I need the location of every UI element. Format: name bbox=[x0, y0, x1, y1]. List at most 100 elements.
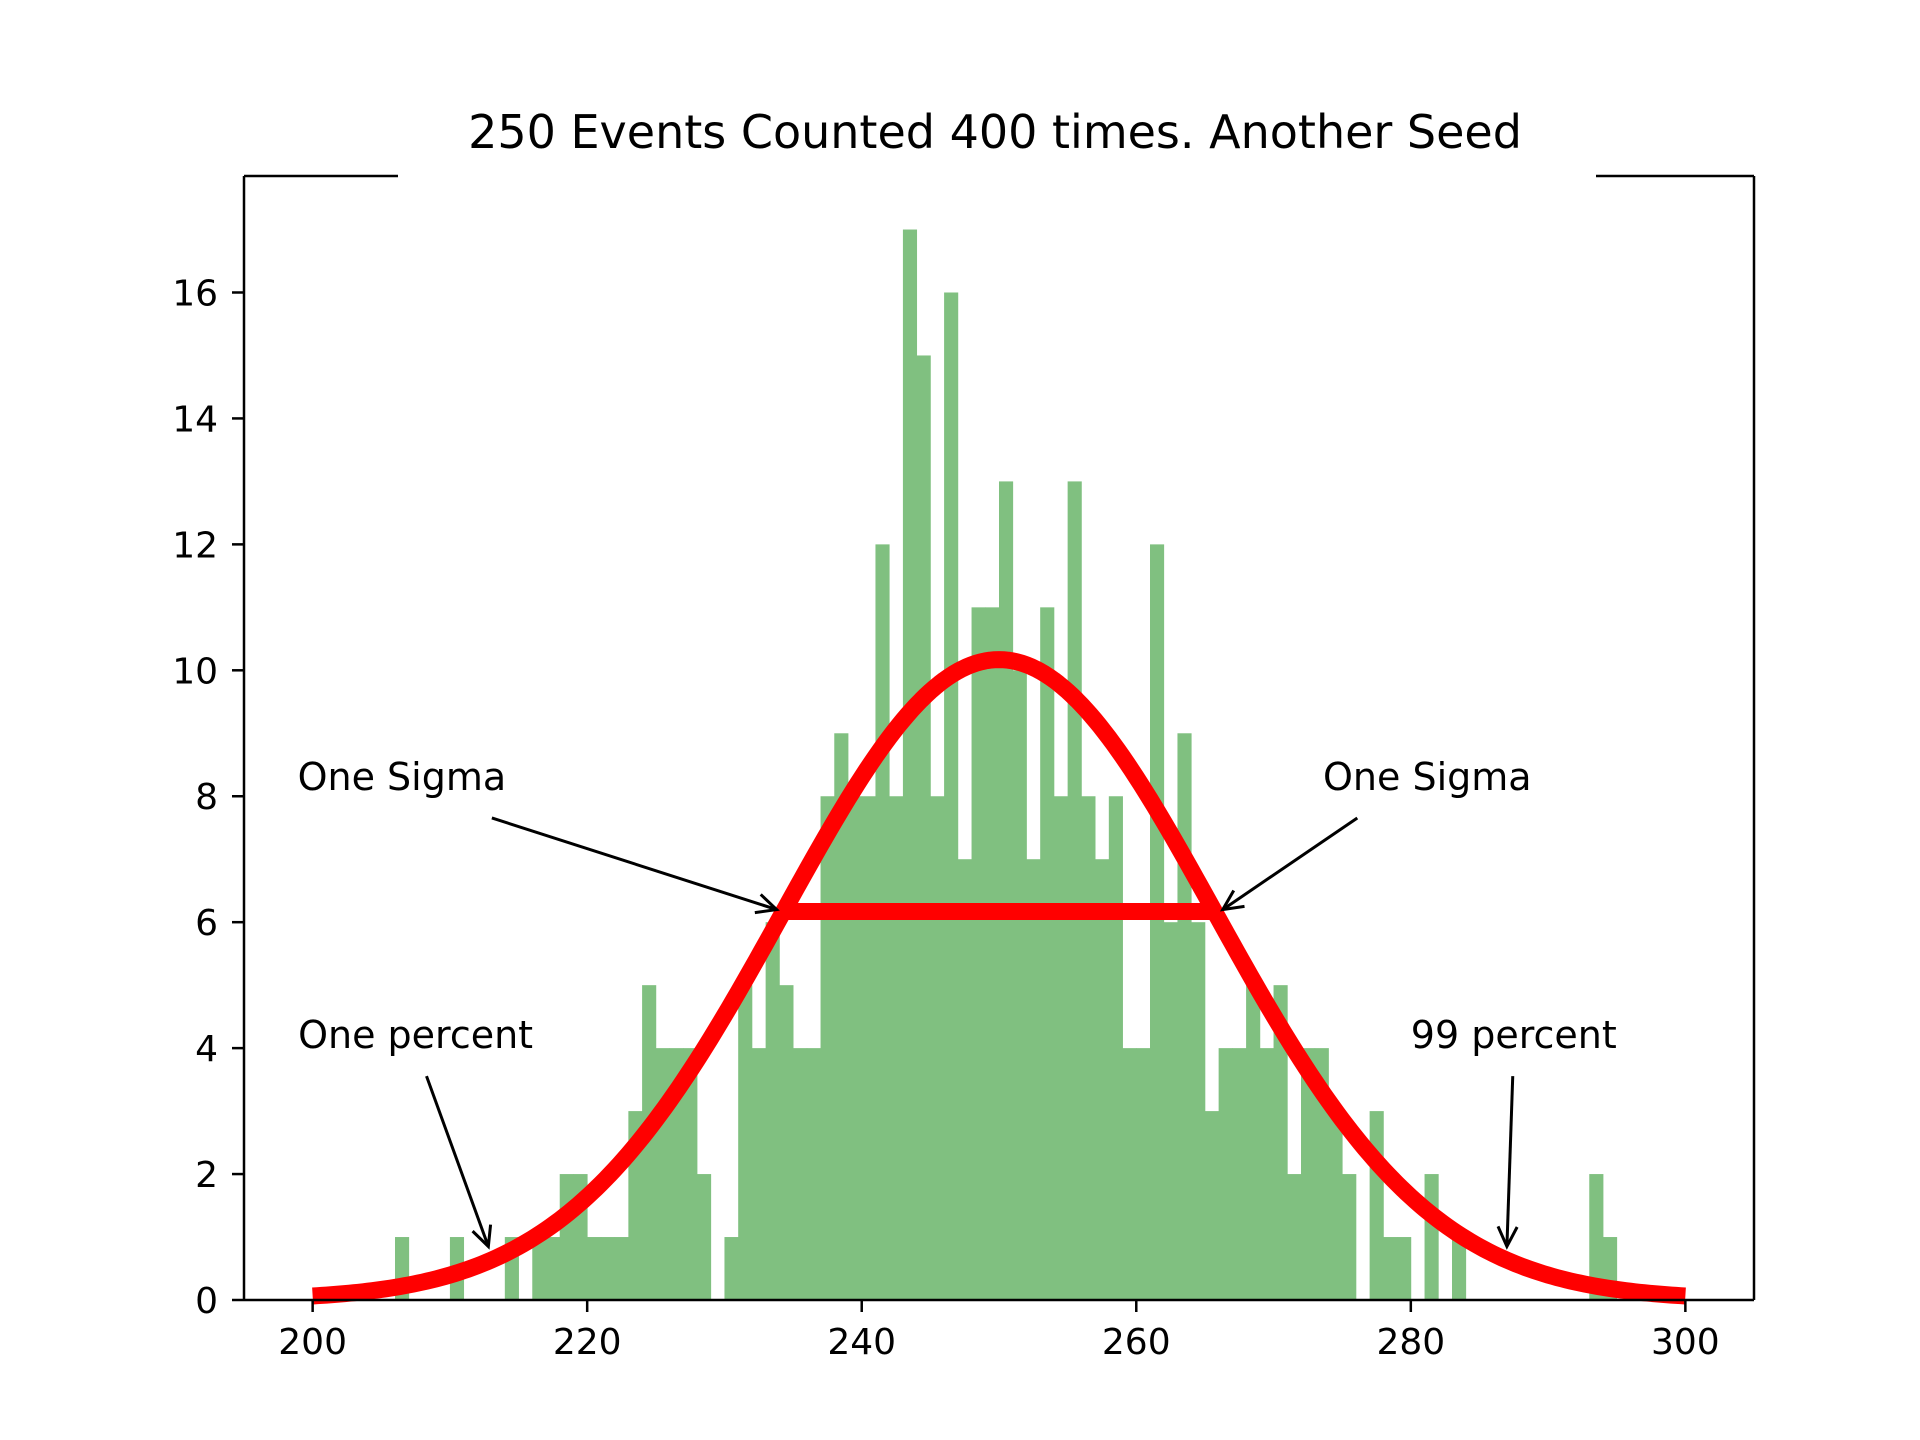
y-tick-label: 12 bbox=[172, 525, 218, 566]
histogram-bar bbox=[1232, 1048, 1247, 1300]
chart-title: 250 Events Counted 400 times. Another Se… bbox=[468, 105, 1522, 159]
histogram-bar bbox=[600, 1237, 616, 1300]
y-tick-label: 6 bbox=[195, 903, 218, 944]
histogram-bar bbox=[532, 1237, 547, 1300]
histogram-bar bbox=[971, 607, 986, 1300]
histogram-bar bbox=[1383, 1237, 1398, 1300]
histogram-bar bbox=[1163, 922, 1178, 1300]
annotation-arrow-line bbox=[1221, 816, 1359, 911]
histogram-bar bbox=[546, 1237, 561, 1300]
histogram-bar bbox=[765, 922, 780, 1300]
annotation: One Sigma bbox=[1219, 755, 1532, 912]
x-tick-label: 220 bbox=[553, 1322, 622, 1363]
histogram-bar bbox=[1369, 1111, 1384, 1300]
histogram-bar bbox=[1040, 607, 1055, 1300]
x-tick-label: 200 bbox=[278, 1322, 347, 1363]
histogram-bar bbox=[1026, 859, 1041, 1300]
histogram-bar bbox=[848, 796, 863, 1300]
histogram-bar bbox=[779, 985, 794, 1300]
histogram-bar bbox=[999, 481, 1014, 1300]
y-tick-label: 2 bbox=[195, 1155, 218, 1196]
histogram-bar bbox=[985, 607, 1000, 1300]
histogram-bar bbox=[669, 1048, 684, 1300]
histogram-bar bbox=[944, 292, 959, 1300]
x-tick-label: 240 bbox=[827, 1322, 896, 1363]
x-tick-label: 300 bbox=[1651, 1322, 1720, 1363]
annotation: 99 percent bbox=[1411, 1013, 1617, 1250]
histogram-bar bbox=[1191, 922, 1206, 1300]
histogram-bar bbox=[1424, 1174, 1439, 1300]
annotation-arrowhead bbox=[754, 893, 780, 915]
histogram-bar bbox=[683, 1048, 698, 1300]
histogram-bar bbox=[820, 796, 835, 1300]
annotation-label: 99 percent bbox=[1411, 1013, 1617, 1057]
annotation: One percent bbox=[298, 1013, 533, 1250]
y-tick-label: 16 bbox=[172, 273, 218, 314]
histogram-bar bbox=[902, 229, 918, 1300]
histogram-bar bbox=[1081, 796, 1096, 1300]
histogram-bar bbox=[875, 544, 890, 1300]
histogram-bar bbox=[697, 1174, 712, 1300]
y-tick-label: 10 bbox=[172, 651, 218, 692]
annotation-label: One Sigma bbox=[1323, 755, 1532, 799]
histogram-bar bbox=[642, 985, 657, 1300]
histogram-bars bbox=[395, 229, 1618, 1301]
histogram-bar bbox=[1246, 985, 1261, 1300]
histogram-bar bbox=[806, 1048, 821, 1300]
histogram-bar bbox=[1259, 1048, 1274, 1300]
histogram-bar bbox=[1273, 985, 1288, 1300]
annotation-arrow-line bbox=[1505, 1076, 1515, 1247]
annotation-arrowhead bbox=[471, 1224, 493, 1250]
histogram-bar bbox=[793, 1048, 808, 1300]
histogram-bar bbox=[1150, 544, 1165, 1300]
histogram-bar bbox=[559, 1174, 574, 1300]
histogram-bar bbox=[1177, 733, 1192, 1300]
x-tick-label: 280 bbox=[1376, 1322, 1445, 1363]
histogram-bar bbox=[1287, 1174, 1302, 1300]
histogram-bar bbox=[614, 1237, 629, 1300]
histogram-bar bbox=[1589, 1174, 1604, 1300]
histogram-bar bbox=[1204, 1111, 1220, 1300]
histogram-bar bbox=[1053, 796, 1069, 1300]
histogram-bar bbox=[655, 1048, 670, 1300]
annotation-arrow-line bbox=[425, 1075, 490, 1247]
histogram-bar bbox=[957, 859, 972, 1300]
histogram-bar bbox=[738, 985, 753, 1300]
histogram-bar bbox=[1342, 1174, 1357, 1300]
annotation-label: One percent bbox=[298, 1013, 533, 1057]
y-tick-label: 0 bbox=[195, 1281, 218, 1322]
fit-curve-layer bbox=[308, 651, 1690, 1305]
histogram-bar bbox=[1095, 859, 1110, 1300]
histogram-bar bbox=[724, 1237, 739, 1300]
histogram-bar bbox=[1452, 1237, 1467, 1300]
annotations: One Sigma One Sigma One percent 99 percent bbox=[298, 755, 1617, 1250]
histogram-bar bbox=[1136, 1048, 1151, 1300]
histogram-bar bbox=[1328, 1111, 1343, 1300]
annotation-arrow-line bbox=[491, 816, 778, 912]
annotation: One Sigma bbox=[298, 755, 780, 915]
y-tick-label: 14 bbox=[172, 399, 218, 440]
histogram-bar bbox=[1397, 1237, 1412, 1300]
histogram-bar bbox=[1218, 1048, 1233, 1300]
y-tick-label: 8 bbox=[195, 777, 218, 818]
histogram-bar bbox=[1108, 796, 1123, 1300]
histogram-bar bbox=[916, 355, 931, 1301]
histogram-bar bbox=[930, 796, 945, 1300]
histogram-bar bbox=[1122, 1048, 1137, 1300]
annotation-label: One Sigma bbox=[298, 755, 507, 799]
y-tick-label: 4 bbox=[195, 1029, 218, 1070]
histogram-bar bbox=[1067, 481, 1082, 1300]
gaussian-fit-curve bbox=[308, 651, 1690, 1305]
annotation-arrowhead bbox=[1219, 889, 1245, 912]
histogram-bar bbox=[834, 733, 849, 1300]
annotation-arrowhead bbox=[1496, 1225, 1519, 1250]
histogram-bar bbox=[861, 796, 876, 1300]
histogram-bar bbox=[1301, 1048, 1316, 1300]
axes: 200 220 240 260 280 300 0 2 4 6 8 10 12 14 16 bbox=[172, 174, 1756, 1363]
histogram-bar bbox=[889, 796, 904, 1300]
histogram-bar bbox=[587, 1237, 602, 1300]
histogram-bar bbox=[751, 1048, 767, 1300]
histogram-bar bbox=[1012, 670, 1027, 1300]
x-tick-label: 260 bbox=[1102, 1322, 1171, 1363]
